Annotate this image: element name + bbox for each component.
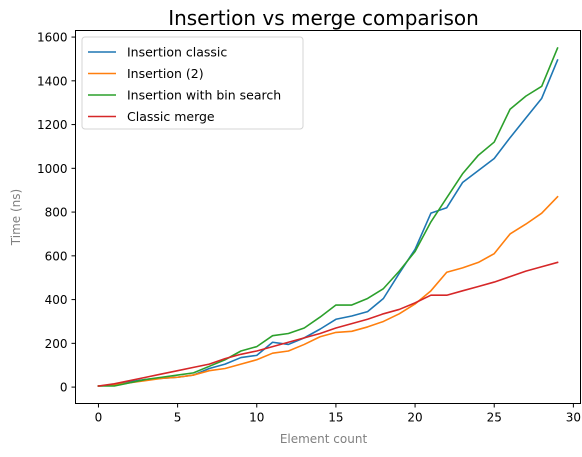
legend-label: Classic merge	[127, 109, 215, 124]
y-axis: 0 200 400 600 800 1000 1200 1400 1600	[37, 31, 76, 395]
y-tick-label: 400	[45, 293, 68, 307]
y-axis-label: Time (ns)	[9, 189, 23, 246]
legend-box	[81, 36, 304, 130]
series-line-2	[97, 195, 559, 387]
y-tick-label: 1000	[37, 162, 68, 176]
y-tick-label: 1400	[37, 74, 68, 88]
x-tick-label: 10	[249, 411, 264, 425]
legend: Insertion classic Insertion (2) Insertion …	[81, 36, 304, 130]
y-tick-label: 200	[45, 337, 68, 351]
y-tick-label: 800	[45, 206, 68, 220]
y-tick-label: 600	[45, 249, 68, 263]
x-axis: 0 5 10 15 20 25 30	[95, 403, 581, 425]
y-tick-label: 1600	[37, 31, 68, 45]
series-layer	[97, 46, 559, 387]
series-line-3	[97, 46, 559, 387]
legend-label: Insertion with bin search	[127, 88, 281, 103]
series-line-4	[97, 261, 559, 387]
legend-label: Insertion (2)	[127, 66, 204, 81]
legend-entries: Insertion classic Insertion (2) Insertion …	[88, 45, 281, 124]
chart-title: Insertion vs merge comparison	[168, 6, 479, 30]
x-tick-label: 5	[174, 411, 182, 425]
legend-label: Insertion classic	[127, 45, 227, 60]
x-tick-label: 20	[407, 411, 422, 425]
x-tick-label: 30	[566, 411, 581, 425]
x-tick-label: 15	[328, 411, 343, 425]
x-tick-label: 0	[95, 411, 103, 425]
y-tick-label: 0	[60, 381, 68, 395]
x-tick-label: 25	[487, 411, 502, 425]
x-axis-label: Element count	[280, 432, 368, 446]
y-tick-label: 1200	[37, 118, 68, 132]
